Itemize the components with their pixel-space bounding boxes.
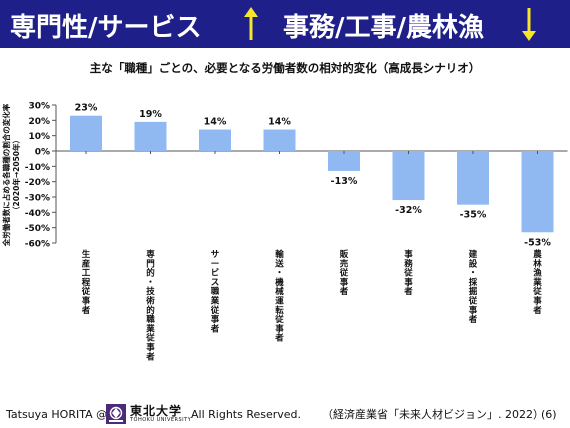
y-tick-label: -60% <box>25 240 50 250</box>
category-label: サービス職業従事者 <box>210 250 220 334</box>
data-label: 14% <box>204 117 227 128</box>
bar <box>199 129 231 151</box>
data-label: -53% <box>524 237 551 248</box>
footer: Tatsuya HORITA @ 東北大学 TOHOKU UNIVERSITY … <box>0 400 570 428</box>
category-label: 輸送・機械運転従事者 <box>274 249 284 344</box>
down-arrow-icon <box>522 8 536 41</box>
up-arrow-icon <box>244 7 258 40</box>
y-tick-label: -30% <box>25 194 50 204</box>
data-label: -32% <box>395 205 422 216</box>
y-tick-label: 0% <box>35 148 50 158</box>
title-left: 専門性/サービス <box>10 13 202 43</box>
title-right: 事務/工事/農林漁 <box>283 13 484 43</box>
data-label: -35% <box>460 210 487 221</box>
page-number: (6) <box>541 408 557 421</box>
y-tick-label: 30% <box>28 102 50 112</box>
category-label: 事務従事者 <box>403 249 413 297</box>
bar <box>392 151 425 201</box>
data-label: 19% <box>139 109 162 120</box>
y-tick-label: -10% <box>25 163 50 173</box>
category-label: 専門的・技術的職業従事者 <box>145 249 155 362</box>
source-citation: （経済産業省「未来人材ビジョン」. 2022） <box>322 408 544 421</box>
y-axis-label-group: 全労働者数に占める各職種の割合の変化率 （2020年→2050年） <box>1 103 21 247</box>
y-tick-label: -50% <box>25 224 50 234</box>
y-tick-label: -20% <box>25 178 50 188</box>
y-axis-label-line1: 全労働者数に占める各職種の割合の変化率 <box>1 103 11 247</box>
title-bar: 専門性/サービス 事務/工事/農林漁 <box>0 0 570 48</box>
data-label: 23% <box>75 103 98 114</box>
data-label: -13% <box>331 176 358 187</box>
university-name-en: TOHOKU UNIVERSITY <box>130 417 192 423</box>
bar <box>328 151 360 171</box>
category-label: 生産工程従事者 <box>81 249 91 316</box>
university-name: 東北大学 <box>130 404 183 418</box>
bar-chart: 全労働者数に占める各職種の割合の変化率 （2020年→2050年） 30% 20%… <box>1 102 568 362</box>
category-label: 建設・採掘従事者 <box>468 249 478 325</box>
bar <box>521 151 554 233</box>
data-label: 14% <box>268 117 291 128</box>
category-label: 販売従事者 <box>339 249 349 297</box>
tohoku-university-logo-icon <box>106 404 126 424</box>
bar <box>263 129 296 151</box>
chart-title: 主な「職種」ごとの、必要となる労働者数の相対的変化（高成長シナリオ） <box>89 61 481 75</box>
bar <box>70 115 102 151</box>
y-tick-label: 10% <box>28 132 50 142</box>
y-tick-label: 20% <box>28 117 50 127</box>
y-axis-label-line2: （2020年→2050年） <box>11 136 21 214</box>
rights-text: All Rights Reserved. <box>191 408 302 421</box>
y-tick-label: -40% <box>25 209 50 219</box>
category-label: 農林漁業従事者 <box>532 249 542 316</box>
bar <box>457 151 489 205</box>
bar <box>134 121 167 151</box>
author-name: Tatsuya HORITA @ <box>6 408 108 421</box>
